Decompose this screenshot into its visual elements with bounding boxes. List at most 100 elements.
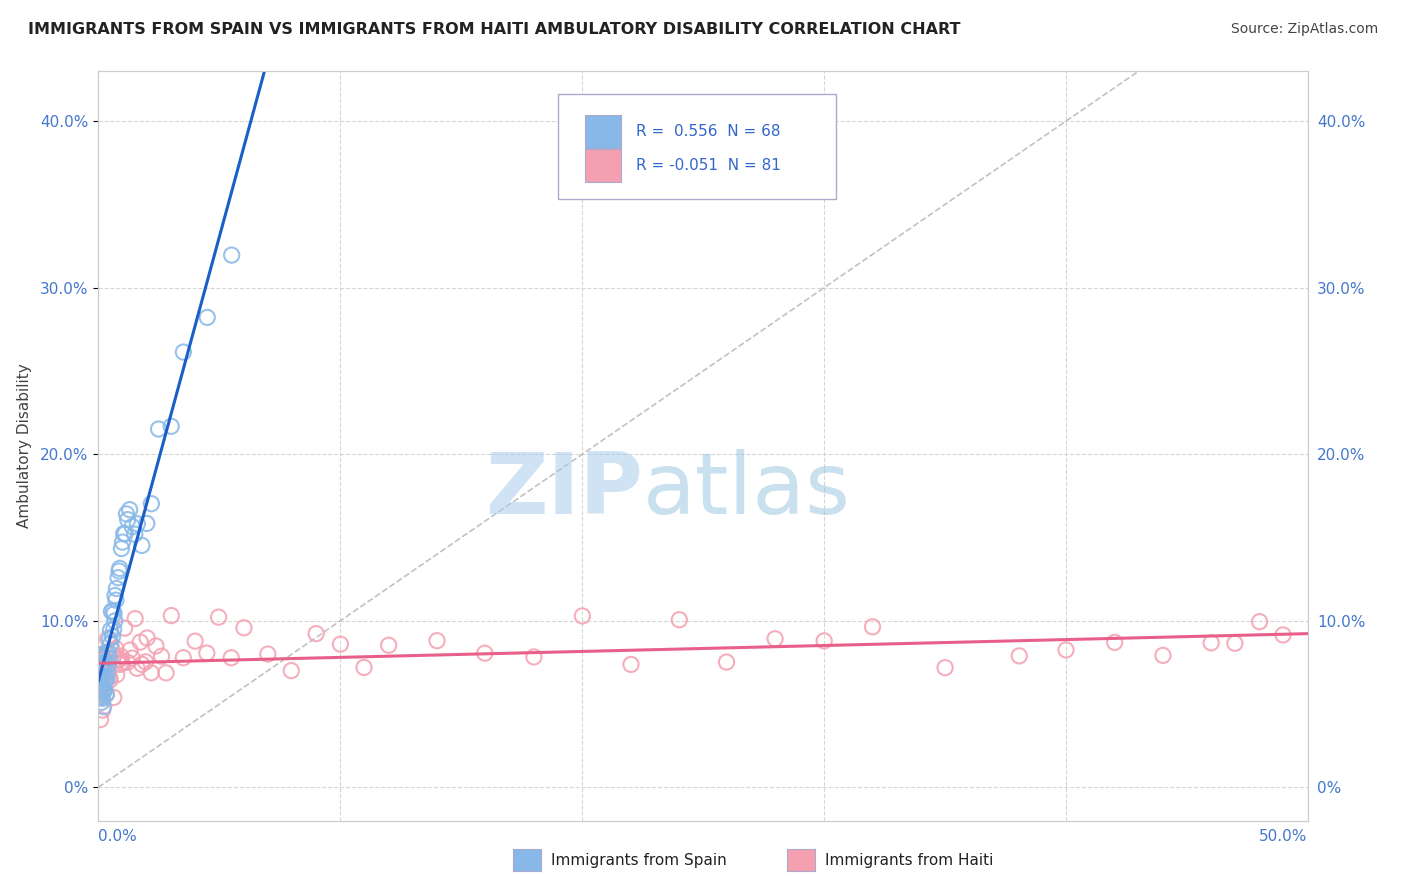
Point <box>155 665 177 680</box>
Point <box>90 673 112 688</box>
Point <box>620 657 643 672</box>
Point <box>93 664 115 678</box>
Point <box>90 680 112 694</box>
Point <box>115 507 138 521</box>
Point <box>90 649 112 664</box>
Point <box>1054 643 1077 657</box>
Point <box>90 672 112 686</box>
Point <box>117 513 139 527</box>
Point <box>100 623 122 637</box>
Point <box>98 651 121 665</box>
Point <box>90 684 112 698</box>
Point <box>96 669 118 683</box>
Point <box>91 676 114 690</box>
Point <box>1249 615 1271 629</box>
Point <box>90 678 112 692</box>
Point <box>93 669 115 683</box>
Point <box>93 657 115 672</box>
Point <box>121 651 143 665</box>
Point <box>89 660 111 674</box>
Point <box>148 422 170 436</box>
Point <box>108 564 131 578</box>
Point <box>107 652 129 666</box>
Point <box>121 519 143 533</box>
Point <box>87 690 110 705</box>
Point <box>668 613 690 627</box>
Point <box>114 621 136 635</box>
Text: ZIP: ZIP <box>485 450 643 533</box>
Point <box>91 663 114 677</box>
Point <box>716 655 738 669</box>
Point <box>90 659 112 673</box>
Point <box>763 632 786 646</box>
FancyBboxPatch shape <box>558 94 837 199</box>
Point <box>96 672 118 686</box>
Point <box>474 646 496 660</box>
Point <box>91 679 114 693</box>
Point <box>131 538 153 552</box>
Point <box>96 632 118 646</box>
Point <box>90 681 112 696</box>
Point <box>101 630 124 644</box>
Point <box>813 634 835 648</box>
Text: 50.0%: 50.0% <box>1260 829 1308 844</box>
Point <box>89 681 111 695</box>
Point <box>118 643 141 657</box>
Point <box>94 664 117 678</box>
Point <box>108 652 131 666</box>
Point <box>172 345 194 359</box>
Point <box>377 638 399 652</box>
Point <box>93 684 115 698</box>
Point <box>89 663 111 677</box>
Point <box>117 655 139 669</box>
Point <box>141 665 163 680</box>
Point <box>93 663 115 677</box>
Point <box>94 646 117 660</box>
Text: Immigrants from Spain: Immigrants from Spain <box>551 854 727 868</box>
Point <box>103 690 125 705</box>
Point <box>160 608 183 623</box>
Point <box>103 648 125 663</box>
Point <box>89 713 111 727</box>
Point <box>195 310 218 325</box>
Point <box>94 688 117 702</box>
Point <box>329 637 352 651</box>
Point <box>91 691 114 706</box>
Point <box>571 609 593 624</box>
Point <box>89 670 111 684</box>
Point <box>89 667 111 681</box>
Point <box>1199 636 1222 650</box>
Point <box>91 703 114 717</box>
Point <box>108 561 131 575</box>
Y-axis label: Ambulatory Disability: Ambulatory Disability <box>17 364 32 528</box>
Point <box>89 687 111 701</box>
Text: Source: ZipAtlas.com: Source: ZipAtlas.com <box>1230 22 1378 37</box>
Point <box>93 682 115 697</box>
Point <box>100 637 122 651</box>
Point <box>98 670 121 684</box>
Point <box>104 589 127 603</box>
Point <box>135 655 157 669</box>
Point <box>103 623 125 637</box>
Point <box>98 673 121 687</box>
Point <box>104 614 127 628</box>
Point <box>1008 648 1031 663</box>
Text: 0.0%: 0.0% <box>98 829 138 844</box>
Point <box>934 660 956 674</box>
Point <box>131 657 153 672</box>
Point <box>160 419 183 434</box>
Point <box>111 535 134 549</box>
Point <box>145 639 167 653</box>
Point <box>353 660 375 674</box>
Point <box>110 649 132 664</box>
Text: R = -0.051  N = 81: R = -0.051 N = 81 <box>637 158 782 173</box>
Point <box>127 661 149 675</box>
Point <box>90 649 112 664</box>
Point <box>114 526 136 541</box>
Point <box>90 680 112 694</box>
Point <box>94 650 117 665</box>
Point <box>305 626 328 640</box>
Text: atlas: atlas <box>643 450 851 533</box>
Point <box>90 660 112 674</box>
Point <box>89 648 111 662</box>
